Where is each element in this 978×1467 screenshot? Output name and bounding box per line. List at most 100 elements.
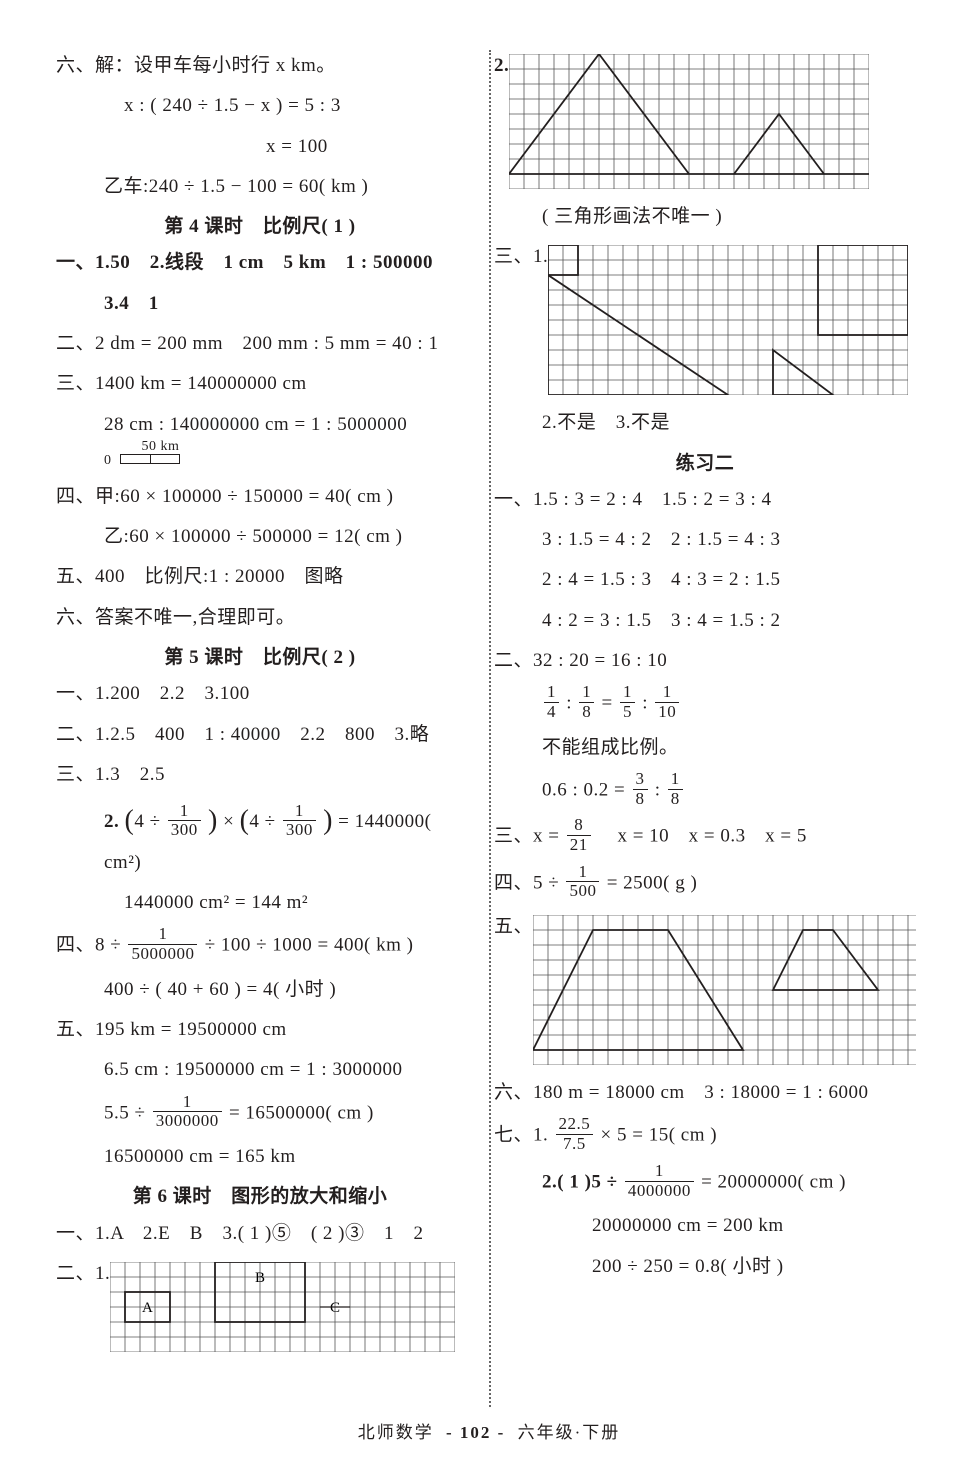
- footer-page: - 102 -: [446, 1423, 505, 1442]
- scalebar-icon: [120, 454, 180, 464]
- l4-1: 一、1.50 2.线段 1 cm 5 km 1 : 500000: [56, 247, 464, 279]
- frac-1-5: 15: [620, 683, 635, 721]
- l5-3b-pre: 2.: [104, 811, 119, 832]
- p2b: 14 : 18 = 15 : 110: [494, 685, 916, 723]
- d: 10: [655, 703, 679, 722]
- l4-3a: 三、1400 km = 140000000 cm: [56, 368, 464, 400]
- page-footer: 北师数学 - 102 - 六年级·下册: [0, 1418, 978, 1443]
- p2a: 二、32 : 20 = 16 : 10: [494, 645, 916, 677]
- p5-label: 五、: [494, 911, 533, 943]
- l4-4b: 乙:60 × 100000 ÷ 500000 = 12( cm ): [56, 521, 464, 553]
- p3: 三、x = 821 x = 10 x = 0.3 x = 5: [494, 818, 916, 856]
- p1d: 4 : 2 = 3 : 1.5 3 : 4 = 1.5 : 2: [494, 605, 916, 637]
- d: 21: [567, 836, 591, 855]
- n: 1: [544, 683, 559, 703]
- num: 1: [153, 1093, 222, 1113]
- l5-3b-mid: = 1440000( cm²): [104, 811, 431, 872]
- l4-1b: 3.4 1: [56, 288, 464, 320]
- r2-row: 2.: [494, 50, 916, 193]
- l5-5c-post: = 16500000( cm ): [229, 1102, 374, 1123]
- l4-2: 二、2 dm = 200 mm 200 mm : 5 mm = 40 : 1: [56, 328, 464, 360]
- l6-2: 二、1. A B C: [56, 1258, 464, 1356]
- r3-2-text: 2.不是 3.不是: [542, 412, 670, 433]
- r2-label: 2.: [494, 50, 509, 82]
- l5-4-post: ÷ 100 ÷ 1000 = 400( km ): [205, 935, 414, 956]
- grid-rectangles: A B C: [110, 1262, 455, 1352]
- l5-5b: 6.5 cm : 19500000 cm = 1 : 3000000: [56, 1054, 464, 1086]
- frac-1-5m: 15000000: [128, 925, 197, 963]
- n: 1: [566, 863, 599, 883]
- practice2-heading: 练习二: [494, 448, 916, 480]
- den: 300: [168, 821, 201, 840]
- p7-pre: 七、1.: [494, 1125, 548, 1146]
- d: 7.5: [556, 1135, 594, 1154]
- l5-3c: 1440000 cm² = 144 m²: [56, 887, 464, 919]
- l5-1: 一、1.200 2.2 3.100: [56, 678, 464, 710]
- den: 5000000: [128, 945, 197, 964]
- six-eq3: 乙车:240 ÷ 1.5 − 100 = 60( km ): [56, 171, 464, 203]
- grid-shapes-2: [548, 245, 908, 395]
- n: 8: [567, 816, 591, 836]
- lesson6-heading: 第 6 课时 图形的放大和缩小: [56, 1181, 464, 1213]
- den: 300: [283, 821, 316, 840]
- frac-1-10: 110: [655, 683, 679, 721]
- p7b-pre: 2.( 1 )5 ÷: [542, 1171, 618, 1192]
- n: 1: [620, 683, 635, 703]
- l5-4-pre: 四、8 ÷: [56, 935, 121, 956]
- l4-5: 五、400 比例尺:1 : 20000 图略: [56, 561, 464, 593]
- l5-5d: 16500000 cm = 165 km: [56, 1141, 464, 1173]
- lparen2: (: [240, 797, 250, 845]
- frac-1-500: 1500: [566, 863, 599, 901]
- right-column: 2. ( 三角形画法不唯一 ) 三、1. 2.不是 3.不是 练习二 一、1.5…: [476, 50, 916, 1364]
- frac-1-8: 18: [579, 683, 594, 721]
- p2c: 不能组成比例。: [494, 732, 916, 764]
- r3-label: 三、1.: [494, 241, 548, 273]
- frac-1-3m: 13000000: [153, 1093, 222, 1131]
- lesson5-heading: 第 5 课时 比例尺( 2 ): [56, 642, 464, 674]
- p7c: 20000000 cm = 200 km: [494, 1210, 916, 1242]
- p5-row: 五、: [494, 911, 916, 1069]
- lparen1: (: [125, 797, 135, 845]
- r3-2: 2.不是 3.不是: [494, 407, 916, 439]
- l5-5c: 5.5 ÷ 13000000 = 16500000( cm ): [56, 1095, 464, 1133]
- p7-post: × 5 = 15( cm ): [601, 1125, 718, 1146]
- d: 8: [579, 703, 594, 722]
- frac-22-75: 22.57.5: [556, 1115, 594, 1153]
- label-b: B: [255, 1270, 266, 1286]
- frac-8-21: 821: [567, 816, 591, 854]
- p6: 六、180 m = 18000 cm 3 : 18000 = 1 : 6000: [494, 1077, 916, 1109]
- p1c: 2 : 4 = 1.5 : 3 4 : 3 = 2 : 1.5: [494, 564, 916, 596]
- num: 1: [128, 925, 197, 945]
- six-intro: 六、解：设甲车每小时行 x km。: [56, 50, 464, 82]
- p1a: 一、1.5 : 3 = 2 : 4 1.5 : 2 = 3 : 4: [494, 484, 916, 516]
- num: 1: [283, 802, 316, 822]
- footer-right: 六年级·下册: [518, 1423, 621, 1442]
- n: 3: [633, 770, 648, 790]
- footer-left: 北师数学: [358, 1423, 434, 1442]
- p3-post: x = 10 x = 0.3 x = 5: [598, 826, 807, 847]
- d: 5: [620, 703, 635, 722]
- l5-3b: 2. (4 ÷ 1300 ) × (4 ÷ 1300 ) = 1440000( …: [56, 799, 464, 879]
- r2-note: ( 三角形画法不唯一 ): [494, 201, 916, 233]
- frac-3-8: 38: [633, 770, 648, 808]
- l5-2: 二、1.2.5 400 1 : 40000 2.2 800 3.略: [56, 719, 464, 751]
- l6-1-text: 一、1.A 2.E B 3.( 1 )⑤ ( 2 )③ 1 2: [56, 1223, 424, 1244]
- r3-row: 三、1.: [494, 241, 916, 399]
- d: 4: [544, 703, 559, 722]
- p4-post: = 2500( g ): [607, 872, 698, 893]
- n: 1: [625, 1162, 694, 1182]
- p2d: 0.6 : 0.2 = 38 : 18: [494, 772, 916, 810]
- column-divider: [489, 50, 491, 1407]
- rparen1: ): [208, 797, 218, 845]
- den: 3000000: [153, 1112, 222, 1131]
- l5-4b: 400 ÷ ( 40 + 60 ) = 4( 小时 ): [56, 974, 464, 1006]
- left-column: 六、解：设甲车每小时行 x km。 x : ( 240 ÷ 1.5 − x ) …: [56, 50, 476, 1364]
- n: 1: [579, 683, 594, 703]
- content-columns: 六、解：设甲车每小时行 x km。 x : ( 240 ÷ 1.5 − x ) …: [56, 50, 934, 1364]
- p7d: 200 ÷ 250 = 0.8( 小时 ): [494, 1251, 916, 1283]
- scale-zero: 0: [104, 453, 112, 468]
- p7: 七、1. 22.57.5 × 5 = 15( cm ): [494, 1117, 916, 1155]
- p1b: 3 : 1.5 = 4 : 2 2 : 1.5 = 4 : 3: [494, 524, 916, 556]
- frac-1-8b: 18: [668, 770, 683, 808]
- l5-3a: 三、1.3 2.5: [56, 759, 464, 791]
